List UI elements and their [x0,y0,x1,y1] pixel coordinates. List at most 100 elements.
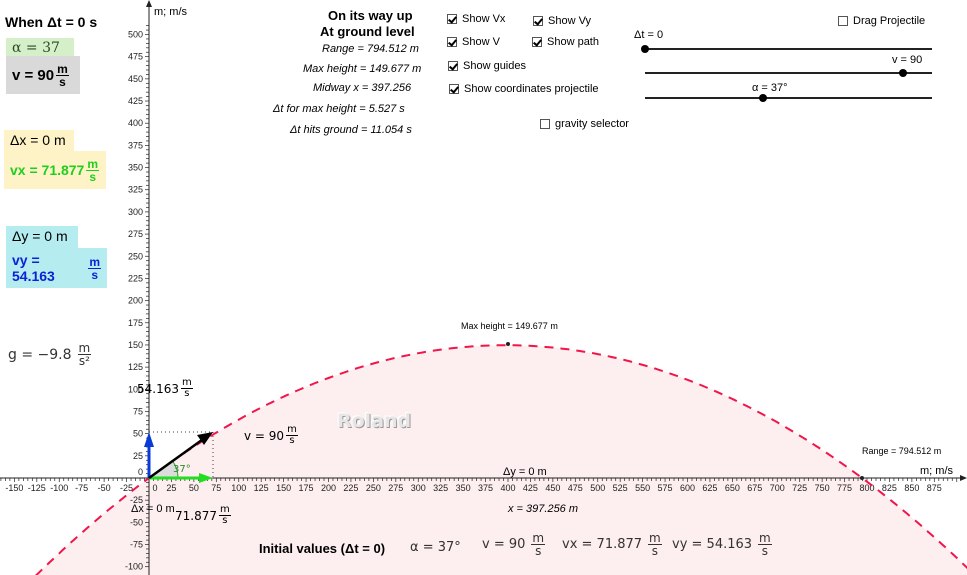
svg-text:-25: -25 [120,483,133,493]
slider-alpha-handle[interactable] [759,94,767,102]
svg-text:475: 475 [128,52,143,62]
svg-text:-25: -25 [130,495,143,505]
svg-text:675: 675 [747,483,762,493]
svg-text:750: 750 [815,483,830,493]
svg-text:725: 725 [792,483,807,493]
range-info: Range = 794.512 m [322,43,419,55]
slider-dt-handle[interactable] [641,45,649,53]
svg-text:400: 400 [500,483,515,493]
checkbox-checked-icon[interactable] [448,61,458,71]
checkbox-label: Show guides [463,60,526,72]
svg-text:150: 150 [128,340,143,350]
checkbox-checked-icon[interactable] [533,16,543,26]
checkbox-label: Drag Projectile [853,15,926,27]
time-heading: When Δt = 0 s [5,14,98,30]
max-height-point [506,342,510,346]
checkbox-checked-icon[interactable] [532,37,542,47]
svg-text:-150: -150 [5,483,23,493]
svg-text:575: 575 [658,483,673,493]
slider-alpha-label: α = 37° [752,82,788,94]
svg-text:475: 475 [568,483,583,493]
initial-v: v = 90 m s [482,531,546,558]
vx-vector-label: 71.877 m s [175,504,231,526]
checkbox-checked-icon[interactable] [447,14,457,24]
checkbox-label: gravity selector [555,118,629,130]
svg-text:50: 50 [189,483,199,493]
svg-text:325: 325 [433,483,448,493]
svg-text:75: 75 [211,483,221,493]
svg-text:225: 225 [128,273,143,283]
svg-text:525: 525 [613,483,628,493]
dx-label: Δx = 0 m [131,503,175,515]
svg-text:300: 300 [411,483,426,493]
svg-text:875: 875 [927,483,942,493]
svg-text:550: 550 [635,483,650,493]
svg-text:150: 150 [276,483,291,493]
dy-label: Δy = 0 m [503,466,547,478]
svg-text:425: 425 [128,96,143,106]
svg-text:625: 625 [702,483,717,493]
checkbox-label: Show Vx [462,13,506,25]
v-vector [148,435,207,480]
svg-text:225: 225 [343,483,358,493]
checkbox-checked-icon[interactable] [449,84,459,94]
max-height-info: Max height = 149.677 m [303,63,422,75]
dy-value: Δy = 0 m [6,226,78,252]
svg-text:125: 125 [128,362,143,372]
svg-text:350: 350 [456,483,471,493]
checkbox-label: Show path [547,36,599,48]
svg-text:400: 400 [128,118,143,128]
checkbox-show-vx[interactable]: Show Vx [447,13,505,25]
svg-text:-100: -100 [125,562,143,572]
v-arrowhead [197,432,213,445]
slider-v-handle[interactable] [899,69,907,77]
svg-text:450: 450 [128,74,143,84]
checkbox-checked-icon[interactable] [447,37,457,47]
watermark: Roland [337,410,412,432]
vx-value: vx = 71.877 m s [4,151,106,189]
slider-dt-track[interactable] [645,48,932,50]
svg-text:850: 850 [904,483,919,493]
slider-v-track[interactable] [645,72,932,74]
vx-arrowhead [199,473,213,483]
svg-text:650: 650 [725,483,740,493]
status-direction: On its way up [328,8,413,23]
vy-vector-label: 54.163 m s [137,377,193,399]
checkbox-unchecked-icon[interactable] [838,16,848,26]
range-point [860,476,864,480]
checkbox-show-path[interactable]: Show path [532,36,599,48]
checkbox-show-guides[interactable]: Show guides [448,60,526,72]
y-axis-label: m; m/s [154,6,187,18]
svg-text:50: 50 [133,429,143,439]
svg-text:125: 125 [254,483,269,493]
checkbox-show-coordinates[interactable]: Show coordinates projectile [449,83,599,95]
svg-text:500: 500 [590,483,605,493]
checkbox-show-vy[interactable]: Show Vy [533,15,591,27]
slider-alpha-track[interactable] [645,97,932,99]
gravity-value: g = −9.8 m s² [8,341,92,368]
slider-dt-label: Δt = 0 [634,29,664,41]
slider-v-label: v = 90 [892,54,923,66]
range-label: Range = 794.512 m [862,446,942,456]
svg-text:200: 200 [321,483,336,493]
svg-text:425: 425 [523,483,538,493]
svg-text:175: 175 [299,483,314,493]
checkbox-drag-projectile[interactable]: Drag Projectile [838,15,925,27]
svg-text:25: 25 [133,451,143,461]
svg-text:-50: -50 [98,483,111,493]
checkbox-gravity-selector[interactable]: gravity selector [540,118,629,130]
initial-values-title: Initial values (Δt = 0) [259,541,386,556]
checkbox-show-v[interactable]: Show V [447,36,500,48]
midway-x-label: x = 397.256 m [508,503,579,515]
checkbox-label: Show coordinates projectile [464,83,599,95]
svg-text:200: 200 [128,296,143,306]
vy-arrowhead [144,432,154,447]
svg-text:375: 375 [478,483,493,493]
dt-max-height-info: Δt for max height = 5.527 s [273,103,405,115]
checkbox-unchecked-icon[interactable] [540,119,550,129]
svg-text:0: 0 [152,483,157,493]
initial-alpha: α = 37° [410,540,461,555]
dx-value: Δx = 0 m [4,130,74,154]
